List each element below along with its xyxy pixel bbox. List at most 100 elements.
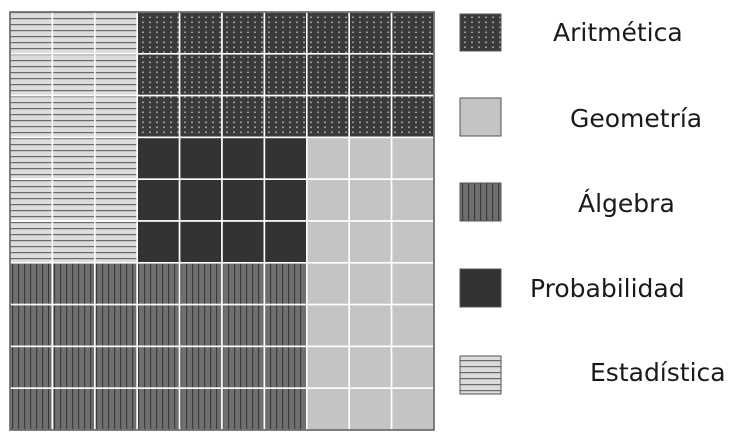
waffle-cell-algebra bbox=[178, 261, 223, 306]
waffle-cells bbox=[9, 11, 435, 431]
waffle-cell-algebra bbox=[221, 303, 266, 348]
waffle-cell-aritmetica bbox=[263, 94, 308, 139]
waffle-cell-algebra bbox=[9, 387, 54, 431]
legend-label-geometria: Geometría bbox=[570, 104, 702, 133]
waffle-cell-estadistica bbox=[9, 94, 54, 139]
waffle-cell-estadistica bbox=[9, 11, 54, 55]
waffle-cell-algebra bbox=[136, 261, 181, 306]
waffle-cell-aritmetica bbox=[221, 52, 266, 97]
waffle-cell-aritmetica bbox=[390, 94, 435, 139]
waffle-cell-aritmetica bbox=[263, 11, 308, 55]
waffle-cell-aritmetica bbox=[348, 11, 393, 55]
waffle-cell-estadistica bbox=[9, 136, 54, 180]
waffle-cell-algebra bbox=[263, 303, 308, 348]
waffle-cell-algebra bbox=[9, 345, 54, 389]
waffle-cell-probabilidad bbox=[263, 178, 308, 222]
waffle-cell-aritmetica bbox=[305, 94, 350, 139]
waffle-cell-algebra bbox=[136, 387, 181, 431]
waffle-cell-geometria bbox=[390, 136, 435, 180]
waffle-cell-estadistica bbox=[94, 94, 139, 139]
legend: Aritmética Geometría Álgebra Probabilida… bbox=[459, 13, 726, 395]
waffle-cell-geometria bbox=[305, 178, 350, 222]
waffle-cell-algebra bbox=[263, 345, 308, 389]
waffle-cell-geometria bbox=[348, 345, 393, 389]
waffle-cell-algebra bbox=[51, 261, 96, 306]
waffle-cell-geometria bbox=[305, 136, 350, 180]
waffle-cell-geometria bbox=[348, 178, 393, 222]
waffle-cell-algebra bbox=[94, 303, 139, 348]
waffle-cell-aritmetica bbox=[136, 11, 181, 55]
legend-item-aritmetica: Aritmética bbox=[459, 13, 683, 52]
waffle-cell-algebra bbox=[136, 303, 181, 348]
waffle-cell-algebra bbox=[178, 303, 223, 348]
waffle-cell-algebra bbox=[263, 387, 308, 431]
waffle-cell-geometria bbox=[390, 387, 435, 431]
waffle-cell-estadistica bbox=[94, 178, 139, 222]
waffle-cell-algebra bbox=[9, 261, 54, 306]
waffle-cell-algebra bbox=[221, 261, 266, 306]
waffle-cell-geometria bbox=[390, 220, 435, 264]
waffle-cell-aritmetica bbox=[348, 94, 393, 139]
waffle-border bbox=[9, 11, 435, 431]
waffle-cell-algebra bbox=[51, 303, 96, 348]
legend-label-estadistica: Estadística bbox=[590, 358, 726, 387]
waffle-cell-geometria bbox=[390, 303, 435, 348]
waffle-cell-estadistica bbox=[51, 52, 96, 97]
legend-swatch-aritmetica bbox=[459, 13, 502, 52]
waffle-cell-estadistica bbox=[94, 220, 139, 264]
legend-label-aritmetica: Aritmética bbox=[553, 18, 683, 47]
waffle-cell-estadistica bbox=[9, 178, 54, 222]
waffle-cell-algebra bbox=[94, 345, 139, 389]
waffle-cell-aritmetica bbox=[178, 11, 223, 55]
waffle-cell-geometria bbox=[348, 303, 393, 348]
waffle-cell-geometria bbox=[390, 261, 435, 306]
legend-item-geometria: Geometría bbox=[459, 97, 702, 137]
legend-swatch-probabilidad bbox=[459, 268, 502, 308]
legend-label-probabilidad: Probabilidad bbox=[530, 274, 685, 303]
waffle-cell-aritmetica bbox=[178, 94, 223, 139]
waffle-cell-algebra bbox=[221, 387, 266, 431]
waffle-cell-geometria bbox=[348, 387, 393, 431]
waffle-cell-algebra bbox=[221, 345, 266, 389]
waffle-cell-estadistica bbox=[94, 136, 139, 180]
waffle-cell-aritmetica bbox=[136, 52, 181, 97]
legend-item-estadistica: Estadística bbox=[459, 355, 726, 395]
waffle-cell-algebra bbox=[178, 345, 223, 389]
waffle-cell-probabilidad bbox=[221, 178, 266, 222]
waffle-cell-estadistica bbox=[51, 220, 96, 264]
waffle-cell-geometria bbox=[348, 136, 393, 180]
waffle-cell-probabilidad bbox=[263, 136, 308, 180]
waffle-cell-aritmetica bbox=[221, 11, 266, 55]
legend-swatch-estadistica bbox=[459, 355, 502, 395]
waffle-cell-aritmetica bbox=[136, 94, 181, 139]
waffle-cell-probabilidad bbox=[221, 136, 266, 180]
waffle-cell-probabilidad bbox=[263, 220, 308, 264]
waffle-cell-aritmetica bbox=[221, 94, 266, 139]
legend-item-probabilidad: Probabilidad bbox=[459, 268, 685, 308]
waffle-cell-geometria bbox=[305, 345, 350, 389]
waffle-cell-probabilidad bbox=[178, 136, 223, 180]
waffle-cell-probabilidad bbox=[136, 178, 181, 222]
waffle-cell-estadistica bbox=[94, 52, 139, 97]
waffle-cell-geometria bbox=[390, 345, 435, 389]
legend-swatch-geometria bbox=[459, 97, 502, 137]
waffle-cell-algebra bbox=[94, 261, 139, 306]
waffle-cell-probabilidad bbox=[136, 136, 181, 180]
waffle-cell-algebra bbox=[263, 261, 308, 306]
legend-swatch-algebra bbox=[459, 182, 502, 222]
waffle-cell-aritmetica bbox=[390, 52, 435, 97]
waffle-cell-geometria bbox=[348, 261, 393, 306]
waffle-cell-geometria bbox=[305, 261, 350, 306]
waffle-cell-probabilidad bbox=[178, 178, 223, 222]
waffle-cell-estadistica bbox=[51, 94, 96, 139]
waffle-cell-probabilidad bbox=[178, 220, 223, 264]
waffle-cell-probabilidad bbox=[221, 220, 266, 264]
waffle-cell-estadistica bbox=[51, 11, 96, 55]
waffle-cell-algebra bbox=[136, 345, 181, 389]
waffle-cell-aritmetica bbox=[305, 11, 350, 55]
waffle-cell-probabilidad bbox=[136, 220, 181, 264]
waffle-cell-algebra bbox=[51, 345, 96, 389]
waffle-cell-estadistica bbox=[51, 178, 96, 222]
waffle-cell-aritmetica bbox=[263, 52, 308, 97]
